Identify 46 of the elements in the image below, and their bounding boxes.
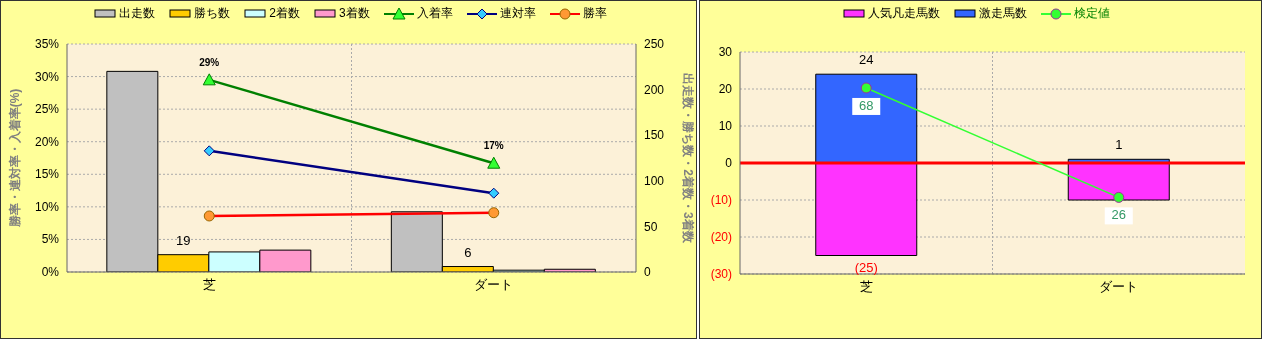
y-tick-label: (10) <box>710 193 732 207</box>
y-tick-label: 35% <box>34 37 60 51</box>
data-label: 29% <box>199 56 220 68</box>
legend-label: 入着率 <box>415 5 453 22</box>
legend-label: 出走数 <box>118 5 156 22</box>
data-label: 68 <box>859 97 874 113</box>
legend-label: 検定値 <box>1073 5 1110 22</box>
legend-label: 3着数 <box>338 5 370 22</box>
x-tick-label: 芝 <box>202 277 216 293</box>
data-label: 6 <box>464 244 472 260</box>
y-tick-label: 0 <box>725 156 733 170</box>
y-tick-label: 10 <box>718 119 733 133</box>
data-label: 24 <box>859 52 874 68</box>
data-label: 17% <box>483 140 504 152</box>
x-tick-label: ダート <box>474 277 514 293</box>
y-tick-label: 20% <box>34 134 60 149</box>
y-tick-label: 30% <box>34 69 60 84</box>
y2-tick-label: 250 <box>644 37 665 52</box>
y2-tick-label: 50 <box>644 219 658 234</box>
legend-label: 勝率 <box>581 5 607 22</box>
y-tick-label: 20 <box>718 82 733 96</box>
y-tick-label: 10% <box>34 199 60 214</box>
y-tick-label: 15% <box>34 167 60 182</box>
legend-label: 2着数 <box>268 5 300 22</box>
y2-tick-label: 200 <box>644 82 665 97</box>
legend-label: 人気凡走馬数 <box>867 5 940 22</box>
y2-tick-label: 0 <box>644 265 651 280</box>
legend-label: 連対率 <box>498 5 536 22</box>
data-label: 26 <box>1111 207 1126 223</box>
legend-label: 勝ち数 <box>193 5 231 22</box>
y-tick-label: 25% <box>34 102 60 117</box>
y2-tick-label: 150 <box>644 128 665 143</box>
y-tick-label: 0% <box>41 265 60 279</box>
data-label: (25) <box>854 259 878 275</box>
data-label: 19 <box>176 232 191 248</box>
x-tick-label: 芝 <box>859 279 873 295</box>
y-axis-title: 勝率・連対率・入着率(%) <box>8 88 23 229</box>
y2-tick-label: 100 <box>644 174 665 189</box>
y-tick-label: (30) <box>710 267 732 281</box>
y-tick-label: 30 <box>718 45 733 59</box>
y2-axis-title: 出走数・勝ち数・2着数・3着数 <box>680 73 695 244</box>
legend-label: 激走馬数 <box>978 5 1027 22</box>
x-tick-label: ダート <box>1099 279 1139 295</box>
y-tick-label: (20) <box>710 230 732 244</box>
y-tick-label: 5% <box>41 232 60 247</box>
data-label: 1 <box>1115 137 1123 153</box>
